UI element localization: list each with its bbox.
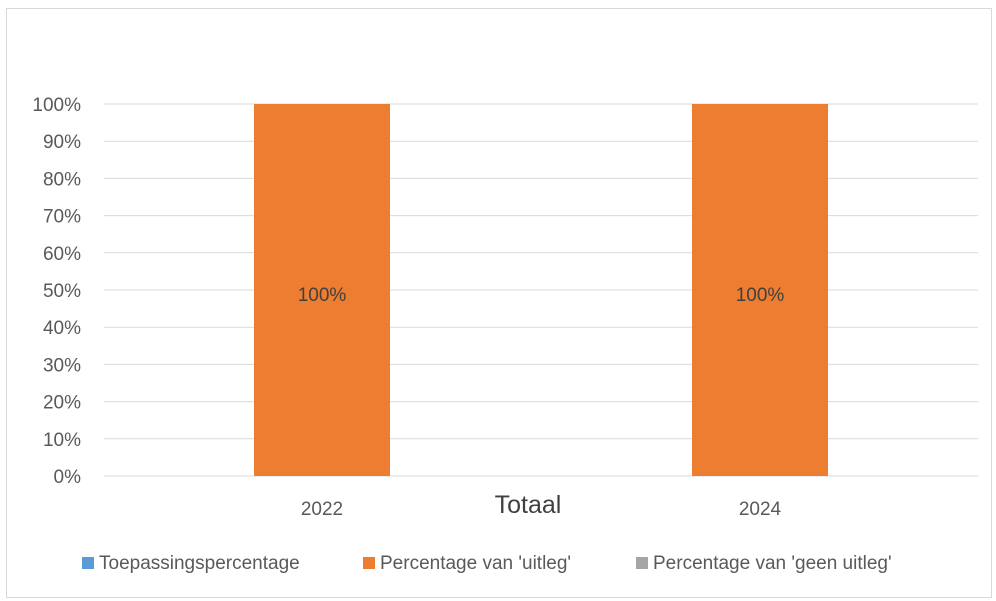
y-tick-label: 100% bbox=[32, 95, 81, 116]
y-tick-label: 0% bbox=[54, 467, 82, 488]
bar-2022-series-1 bbox=[254, 104, 390, 476]
x-axis-title: Totaal bbox=[495, 491, 562, 519]
bars bbox=[254, 104, 828, 476]
y-tick-label: 60% bbox=[43, 244, 81, 265]
y-tick-label: 80% bbox=[43, 169, 81, 190]
gridlines bbox=[104, 103, 978, 477]
data-label-2022: 100% bbox=[298, 285, 347, 306]
y-tick-label: 70% bbox=[43, 207, 81, 228]
x-category-label-2022: 2022 bbox=[301, 499, 343, 520]
data-label-2024: 100% bbox=[736, 285, 785, 306]
y-axis-tick-labels: 0% 10% 20% 30% 40% 50% 60% 70% 80% 90% 100% bbox=[32, 95, 81, 488]
y-tick-label: 40% bbox=[43, 318, 81, 339]
legend-swatch-1 bbox=[363, 557, 375, 569]
y-tick-label: 30% bbox=[43, 355, 81, 376]
y-tick-label: 10% bbox=[43, 430, 81, 451]
legend-label-1: Percentage van 'uitleg' bbox=[380, 553, 571, 574]
x-category-label-2024: 2024 bbox=[739, 499, 782, 520]
y-tick-label: 20% bbox=[43, 393, 81, 414]
legend-label-0: Toepassingspercentage bbox=[99, 553, 300, 574]
data-labels: 100% 100% bbox=[298, 285, 785, 306]
legend-swatch-2 bbox=[636, 557, 648, 569]
x-axis-category-labels: 2022 2024 bbox=[301, 499, 782, 520]
bar-2024-series-1 bbox=[692, 104, 828, 476]
legend: Toepassingspercentage Percentage van 'uit… bbox=[82, 553, 892, 574]
legend-label-2: Percentage van 'geen uitleg' bbox=[653, 553, 892, 574]
legend-swatch-0 bbox=[82, 557, 94, 569]
y-tick-label: 50% bbox=[43, 281, 81, 302]
y-tick-label: 90% bbox=[43, 132, 81, 153]
